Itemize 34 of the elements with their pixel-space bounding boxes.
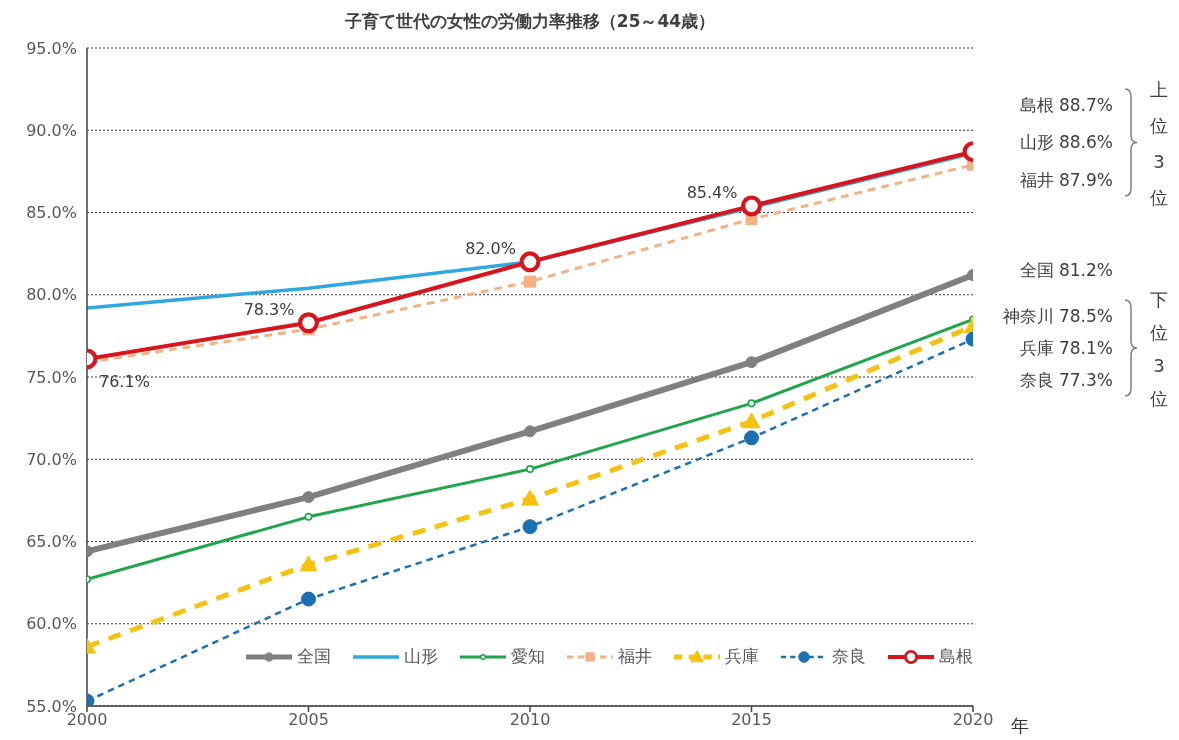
y-tick-label: 95.0% xyxy=(26,38,77,58)
y-tick-label: 85.0% xyxy=(26,203,77,223)
text: 山形 88.6% xyxy=(1018,131,1113,154)
legend-label: 全国 xyxy=(297,645,331,668)
text: 全国 81.2% xyxy=(1018,259,1113,282)
x-axis-title: 年 xyxy=(1011,714,1029,738)
x-tick-label: 2005 xyxy=(288,710,329,730)
x-tick-label: 2010 xyxy=(509,710,551,730)
legend-label: 福井 xyxy=(618,645,652,668)
y-tick-label: 80.0% xyxy=(26,285,77,305)
text: 福井 87.9% xyxy=(1018,169,1113,192)
legend-label: 愛知 xyxy=(511,645,545,668)
y-tick-label: 65.0% xyxy=(26,532,77,552)
legend-label: 山形 xyxy=(404,645,438,668)
text: 神奈川 78.5% xyxy=(1001,305,1113,328)
y-tick-label: 90.0% xyxy=(26,120,77,140)
data-label: 78.3% xyxy=(243,299,295,319)
x-tick-label: 2015 xyxy=(731,710,772,730)
y-tick-label: 75.0% xyxy=(26,367,77,387)
y-tick-label: 70.0% xyxy=(26,449,77,469)
legend-label: 兵庫 xyxy=(725,645,759,668)
chart-title: 子育て世代の女性の労働力率推移（25～44歳） xyxy=(343,10,717,33)
text: 上位3位 xyxy=(1150,78,1168,207)
x-tick-label: 2020 xyxy=(952,710,994,730)
text: 奈良 77.3% xyxy=(1018,369,1113,392)
data-label: 82.0% xyxy=(465,238,516,258)
legend-label: 島根 xyxy=(939,645,973,668)
data-label: 76.1% xyxy=(99,371,150,391)
text: 島根 88.7% xyxy=(1018,94,1113,117)
data-label: 85.4% xyxy=(686,182,738,202)
text: 兵庫 78.1% xyxy=(1018,337,1113,360)
legend-label: 奈良 xyxy=(832,645,866,668)
y-tick-label: 60.0% xyxy=(26,614,77,634)
text: 下位3位 xyxy=(1150,288,1168,408)
